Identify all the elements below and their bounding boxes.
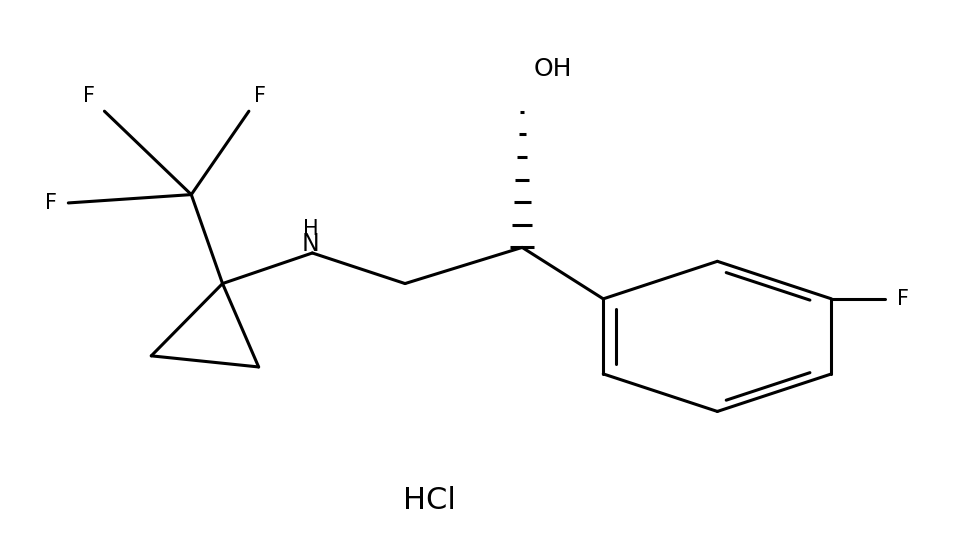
Text: HCl: HCl <box>403 486 456 515</box>
Text: H: H <box>303 219 318 239</box>
Text: OH: OH <box>534 57 572 81</box>
Text: N: N <box>302 232 319 256</box>
Text: F: F <box>254 86 265 106</box>
Text: F: F <box>897 289 909 309</box>
Text: F: F <box>83 86 95 106</box>
Text: F: F <box>45 193 57 213</box>
